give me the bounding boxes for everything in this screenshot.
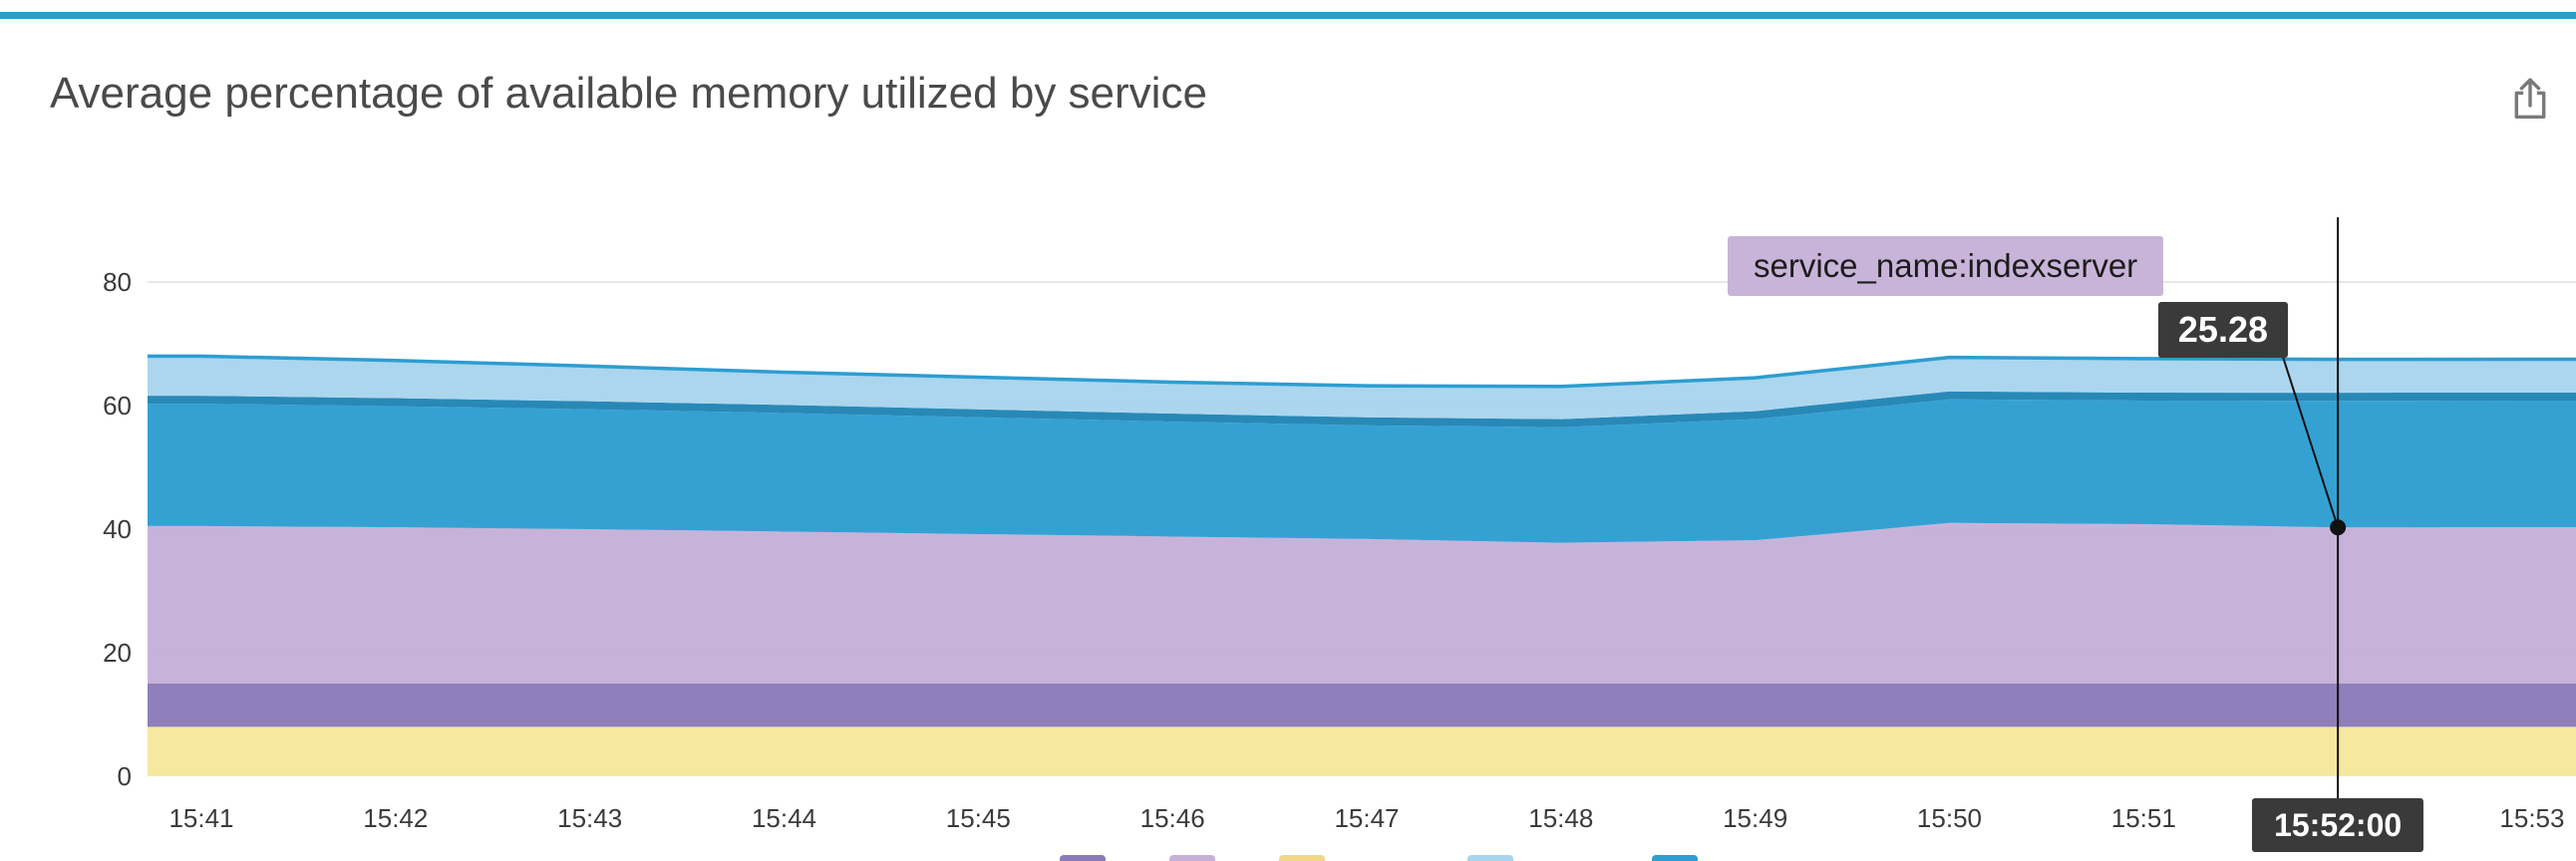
tooltip-connector-line xyxy=(2282,356,2340,528)
x-axis-tick-label: 15:42 xyxy=(363,803,428,833)
area-series xyxy=(148,684,2576,727)
legend-swatch[interactable] xyxy=(1169,855,1215,861)
legend-strip xyxy=(0,855,2576,861)
y-axis-tick-label: 80 xyxy=(103,267,132,297)
y-axis-tick-label: 60 xyxy=(103,391,132,421)
y-axis-tick-label: 40 xyxy=(103,514,132,544)
area-series xyxy=(148,391,2576,428)
legend-swatch[interactable] xyxy=(1467,855,1513,861)
legend-swatch[interactable] xyxy=(1279,855,1325,861)
x-axis-tick-label: 15:51 xyxy=(2111,803,2176,833)
area-series xyxy=(148,522,2576,684)
x-axis-tick-label: 15:50 xyxy=(1917,803,1982,833)
y-axis-tick-label: 0 xyxy=(118,761,132,791)
x-axis-tick-label: 15:48 xyxy=(1528,803,1593,833)
y-axis-tick-label: 20 xyxy=(103,638,132,668)
x-axis-tick-label: 15:44 xyxy=(752,803,816,833)
page-title: Average percentage of available memory u… xyxy=(50,69,1207,118)
hover-dot xyxy=(2330,519,2347,536)
x-axis-tick-label: 15:49 xyxy=(1723,803,1787,833)
top-series-line xyxy=(148,354,2576,389)
tooltip-series-label: service_name:indexserver xyxy=(1728,236,2164,296)
x-axis-tick-label: 15:45 xyxy=(946,803,1011,833)
widget-top-border xyxy=(0,12,2576,19)
tooltip-value-badge: 25.28 xyxy=(2157,302,2288,358)
x-axis-tick-label: 15:46 xyxy=(1140,803,1205,833)
area-series xyxy=(148,726,2576,776)
x-axis-tick-label: 15:53 xyxy=(2499,803,2564,833)
legend-swatch[interactable] xyxy=(1652,855,1698,861)
x-axis-tick-label: 15:43 xyxy=(557,803,622,833)
x-axis-tick-label: 15:41 xyxy=(168,803,233,833)
x-axis-tick-label: 15:47 xyxy=(1334,803,1399,833)
export-button[interactable] xyxy=(2506,74,2554,126)
crosshair-time-badge: 15:52:00 xyxy=(2252,798,2424,852)
area-series xyxy=(148,399,2576,543)
share-export-icon xyxy=(2514,77,2546,119)
legend-swatch[interactable] xyxy=(1060,855,1106,861)
